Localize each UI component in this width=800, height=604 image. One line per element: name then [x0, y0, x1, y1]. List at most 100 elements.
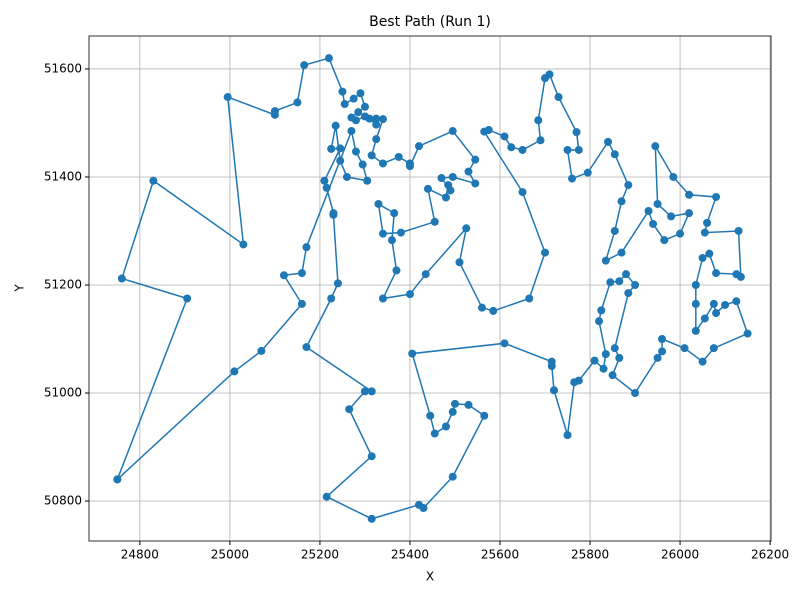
- x-tick-label: 25000: [211, 548, 249, 562]
- path-point: [680, 344, 689, 353]
- path-point: [351, 147, 360, 156]
- path-point: [367, 514, 376, 523]
- path-point: [331, 121, 340, 130]
- path-point: [351, 116, 360, 125]
- path-point: [448, 407, 457, 416]
- path-point: [590, 356, 599, 365]
- path-point: [700, 314, 709, 323]
- path-point: [183, 294, 192, 303]
- path-point: [698, 253, 707, 262]
- path-point: [732, 270, 741, 279]
- path-point: [390, 209, 399, 218]
- path-point: [327, 144, 336, 153]
- path-point: [363, 176, 372, 185]
- path-point: [554, 93, 563, 102]
- path-point: [615, 353, 624, 362]
- path-point: [712, 192, 721, 201]
- x-tick-label: 25600: [481, 548, 519, 562]
- path-point: [601, 350, 610, 359]
- path-point: [448, 472, 457, 481]
- path-point: [615, 277, 624, 286]
- path-point: [396, 228, 405, 237]
- path-point: [293, 98, 302, 107]
- path-point: [617, 197, 626, 206]
- path-point: [392, 266, 401, 275]
- path-point: [660, 236, 669, 245]
- path-point: [336, 144, 345, 153]
- x-tick-label: 25800: [571, 548, 609, 562]
- path-point: [541, 248, 550, 257]
- path-point: [518, 145, 527, 154]
- path-point: [536, 136, 545, 145]
- path-point: [414, 500, 423, 509]
- path-point: [414, 142, 423, 151]
- path-point: [669, 172, 678, 181]
- path-point: [734, 226, 743, 235]
- path-point: [732, 297, 741, 306]
- path-point: [455, 258, 464, 267]
- path-point: [712, 309, 721, 318]
- path-point: [430, 217, 439, 226]
- path-point: [367, 151, 376, 160]
- path-point: [477, 303, 486, 312]
- path-point: [430, 429, 439, 438]
- path-point: [426, 411, 435, 420]
- path-point: [525, 294, 534, 303]
- path-point: [691, 299, 700, 308]
- path-point: [378, 115, 387, 124]
- path-point: [705, 249, 714, 258]
- path-point: [302, 243, 311, 252]
- path-point: [270, 107, 279, 116]
- path-point: [437, 174, 446, 183]
- path-point: [703, 218, 712, 227]
- path-point: [464, 400, 473, 409]
- path-point: [360, 387, 369, 396]
- path-point: [649, 219, 658, 228]
- plot-frame: [88, 35, 772, 542]
- path-point: [345, 405, 354, 414]
- path-point: [712, 269, 721, 278]
- path-point: [444, 181, 453, 190]
- path-point: [117, 274, 126, 283]
- y-tick-label: 51200: [44, 277, 82, 291]
- path-point: [421, 270, 430, 279]
- path-point: [448, 127, 457, 136]
- path-point: [338, 87, 347, 96]
- path-point: [574, 145, 583, 154]
- path-point: [608, 371, 617, 380]
- path-point: [356, 89, 365, 98]
- path-point: [347, 127, 356, 136]
- path-point: [624, 181, 633, 190]
- path-point: [622, 270, 631, 279]
- path-point: [500, 339, 509, 348]
- path-point: [297, 269, 306, 278]
- path-point: [651, 142, 660, 151]
- path-point: [322, 183, 331, 192]
- x-tick-label: 26200: [751, 548, 789, 562]
- path-point: [471, 179, 480, 188]
- path-point: [329, 209, 338, 218]
- path-point: [507, 143, 516, 152]
- path-point: [606, 278, 615, 287]
- y-tick-label: 50800: [44, 494, 82, 508]
- path-point: [324, 54, 333, 63]
- path-point: [709, 299, 718, 308]
- path-point: [601, 256, 610, 265]
- path-point: [378, 229, 387, 238]
- path-point: [279, 271, 288, 280]
- path-point: [667, 212, 676, 221]
- path-point: [644, 206, 653, 215]
- path-point: [378, 159, 387, 168]
- path-point: [617, 248, 626, 257]
- path-point: [631, 280, 640, 289]
- path-point: [691, 326, 700, 335]
- path-point: [534, 116, 543, 125]
- path-point: [489, 306, 498, 315]
- path-point: [480, 411, 489, 420]
- path-point: [405, 290, 414, 299]
- path-point: [349, 94, 358, 103]
- path-point: [547, 357, 556, 366]
- path-point: [448, 172, 457, 181]
- path-point: [658, 347, 667, 356]
